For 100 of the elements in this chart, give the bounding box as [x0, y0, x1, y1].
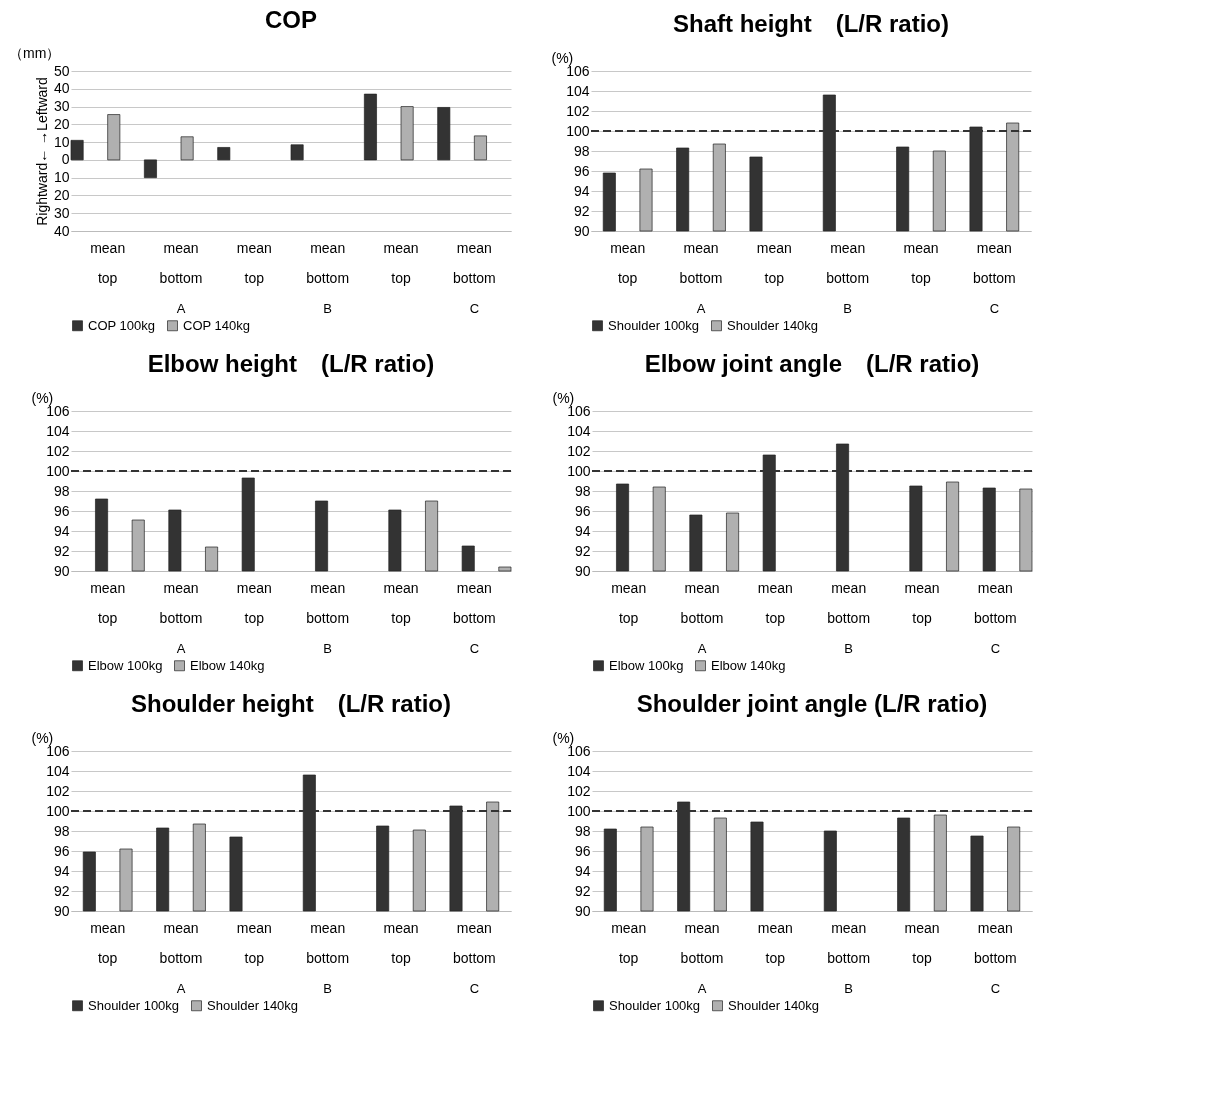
x-tick-label: mean bottom	[306, 579, 350, 626]
bar	[107, 114, 121, 161]
x-tick-label: mean bottom	[827, 919, 871, 966]
bar	[290, 144, 304, 161]
text: B	[843, 301, 852, 316]
bar	[400, 106, 414, 161]
legend-label: Shoulder 100kg	[608, 317, 700, 333]
text: C	[469, 641, 480, 656]
y-tick-label: 98	[574, 482, 591, 499]
chart-title: Elbow height (L/R ratio)	[147, 350, 435, 377]
x-tick-label: mean top	[903, 239, 939, 286]
legend-label: Shoulder 140kg	[727, 317, 819, 333]
chart-title: COP	[264, 6, 318, 33]
y-tick-label: 102	[46, 442, 70, 459]
x-tick-label: mean top	[90, 579, 126, 626]
text: C	[469, 981, 480, 996]
x-tick-label: mean bottom	[827, 579, 871, 626]
y-tick-label: 102	[46, 782, 70, 799]
y-tick-label: 10	[53, 169, 70, 186]
y-tick-label: 20	[53, 186, 70, 203]
x-tick-label: mean top	[236, 919, 272, 966]
y-tick-label: 50	[53, 62, 70, 79]
y-tick-label: 104	[46, 422, 70, 439]
y-tick-label: 92	[53, 882, 70, 899]
y-tick-label: 96	[53, 842, 70, 859]
y-tick-label: 92	[574, 882, 591, 899]
x-tick-label: mean top	[757, 579, 793, 626]
legend-label: Elbow 100kg	[609, 657, 684, 673]
text: C	[469, 301, 480, 316]
y-tick-label: 104	[566, 82, 590, 99]
x-tick-label: mean bottom	[159, 919, 203, 966]
text: A	[176, 301, 186, 316]
text: B	[844, 641, 853, 656]
y-tick-label: 20	[53, 115, 70, 132]
legend-label: COP 140kg	[183, 317, 250, 333]
x-tick-label: mean top	[383, 919, 419, 966]
y-tick-label: 96	[573, 162, 590, 179]
y-tick-label: 98	[53, 482, 70, 499]
x-tick-label: mean top	[611, 919, 647, 966]
y-tick-label: 102	[566, 102, 590, 119]
y-tick-label: 100	[567, 462, 591, 479]
x-tick-label: mean bottom	[973, 579, 1017, 626]
y-tick-label: 90	[53, 562, 70, 579]
chart-title: Shaft height (L/R ratio)	[673, 10, 949, 37]
y-tick-label: 94	[574, 862, 591, 879]
x-tick-label: mean top	[611, 579, 647, 626]
text: A	[697, 981, 707, 996]
bar	[217, 147, 231, 161]
y-tick-label: 92	[574, 542, 591, 559]
x-tick-label: mean top	[90, 239, 126, 286]
legend-label: Shoulder 100kg	[609, 997, 701, 1013]
y-tick-label: 100	[566, 122, 590, 139]
y-tick-label: 94	[573, 182, 590, 199]
y-tick-label: 98	[53, 822, 70, 839]
y-tick-label: 102	[567, 442, 591, 459]
y-tick-label: 40	[53, 222, 70, 239]
text: A	[176, 981, 186, 996]
y-tick-label: 100	[567, 802, 591, 819]
x-tick-label: mean bottom	[159, 239, 203, 286]
x-tick-label: mean top	[90, 919, 126, 966]
x-tick-label: mean top	[383, 579, 419, 626]
y-tick-label: 104	[46, 762, 70, 779]
x-tick-label: mean top	[904, 919, 940, 966]
legend-label: Shoulder 140kg	[207, 997, 299, 1013]
y-axis-title: Rightward← →Leftward	[33, 77, 50, 226]
text: C	[989, 301, 1000, 316]
legend-label: Elbow 140kg	[190, 657, 265, 673]
text: A	[697, 641, 707, 656]
y-tick-label: 104	[567, 422, 591, 439]
y-tick-label: 98	[574, 822, 591, 839]
x-tick-label: mean bottom	[826, 239, 870, 286]
y-tick-label: 90	[574, 562, 591, 579]
y-tick-label: 30	[53, 204, 70, 221]
y-tick-label: 104	[567, 762, 591, 779]
text: B	[323, 981, 332, 996]
legend-label: COP 100kg	[88, 317, 155, 333]
chart-title: Shoulder height (L/R ratio)	[131, 690, 451, 717]
bar	[363, 93, 377, 161]
bar	[437, 107, 451, 161]
y-tick-label: 10	[53, 133, 70, 150]
text: （mm）	[9, 45, 61, 61]
y-tick-label: 90	[573, 222, 590, 239]
bar	[143, 159, 157, 179]
y-tick-label: 94	[53, 522, 70, 539]
x-tick-label: mean top	[236, 579, 272, 626]
x-tick-label: mean bottom	[680, 579, 724, 626]
x-tick-label: mean bottom	[452, 919, 496, 966]
text: C	[990, 981, 1001, 996]
y-tick-label: 100	[46, 802, 70, 819]
x-tick-label: mean bottom	[973, 919, 1017, 966]
y-tick-label: 96	[574, 842, 591, 859]
y-tick-label: 94	[574, 522, 591, 539]
x-tick-label: mean bottom	[452, 579, 496, 626]
x-tick-label: mean bottom	[159, 579, 203, 626]
legend-label: Elbow 100kg	[88, 657, 163, 673]
bar	[180, 136, 194, 161]
x-tick-label: mean bottom	[306, 239, 350, 286]
y-tick-label: 30	[53, 98, 70, 115]
y-tick-label: 102	[567, 782, 591, 799]
x-tick-label: mean bottom	[452, 239, 496, 286]
